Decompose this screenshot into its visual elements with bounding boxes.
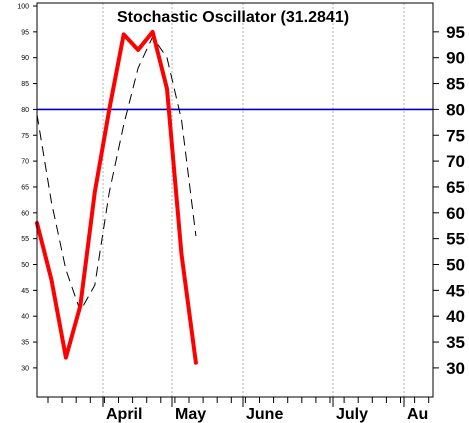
left-tick-label-30: 30: [21, 365, 29, 372]
right-tick-label-55: 55: [446, 230, 465, 249]
left-axis: 100 95 90 85 80 75 70 65 60 55 50 45 40 35 30: [17, 4, 37, 372]
left-tick-label-60: 60: [21, 210, 29, 217]
chart-title: Stochastic Oscillator (31.2841): [117, 9, 349, 26]
left-tick-label-65: 65: [21, 184, 29, 191]
right-tick-label-45: 45: [446, 281, 465, 300]
right-tick-label-80: 80: [446, 100, 465, 119]
left-tick-label-90: 90: [21, 55, 29, 62]
series-dashed-line: [36, 36, 197, 313]
left-tick-label-100: 100: [17, 4, 29, 11]
right-tick-label-70: 70: [446, 152, 465, 171]
right-tick-label-75: 75: [446, 126, 465, 145]
left-tick-label-50: 50: [21, 262, 29, 269]
x-label-may: May: [175, 406, 206, 423]
x-label-july: July: [336, 406, 368, 423]
series-solid-line: [35, 29, 198, 365]
left-tick-label-85: 85: [21, 81, 29, 88]
grid-lines: [102, 3, 405, 397]
right-tick-label-40: 40: [446, 307, 465, 326]
right-tick-label-60: 60: [446, 204, 465, 223]
x-label-april: April: [106, 406, 142, 423]
plot-frame: [36, 2, 434, 398]
right-tick-label-65: 65: [446, 178, 465, 197]
x-axis: April May June July Au: [47, 397, 430, 423]
left-tick-label-70: 70: [21, 159, 29, 166]
right-tick-label-90: 90: [446, 49, 465, 68]
right-tick-label-50: 50: [446, 256, 465, 275]
left-tick-label-80: 80: [21, 107, 29, 114]
left-tick-label-95: 95: [21, 29, 29, 36]
data-points: [36, 31, 196, 363]
right-tick-label-85: 85: [446, 75, 465, 94]
right-tick-label-95: 95: [446, 23, 465, 42]
left-tick-label-75: 75: [21, 133, 29, 140]
left-tick-label-55: 55: [21, 236, 29, 243]
right-tick-label-35: 35: [446, 333, 465, 352]
x-label-june: June: [246, 406, 283, 423]
x-label-au: Au: [407, 406, 428, 423]
right-tick-label-30: 30: [446, 359, 465, 378]
left-tick-label-35: 35: [21, 340, 29, 347]
left-tick-label-45: 45: [21, 288, 29, 295]
left-tick-label-40: 40: [21, 314, 29, 321]
right-axis: 95 90 85 80 75 70 65 60 55 50 45 40 35 30: [433, 23, 465, 378]
